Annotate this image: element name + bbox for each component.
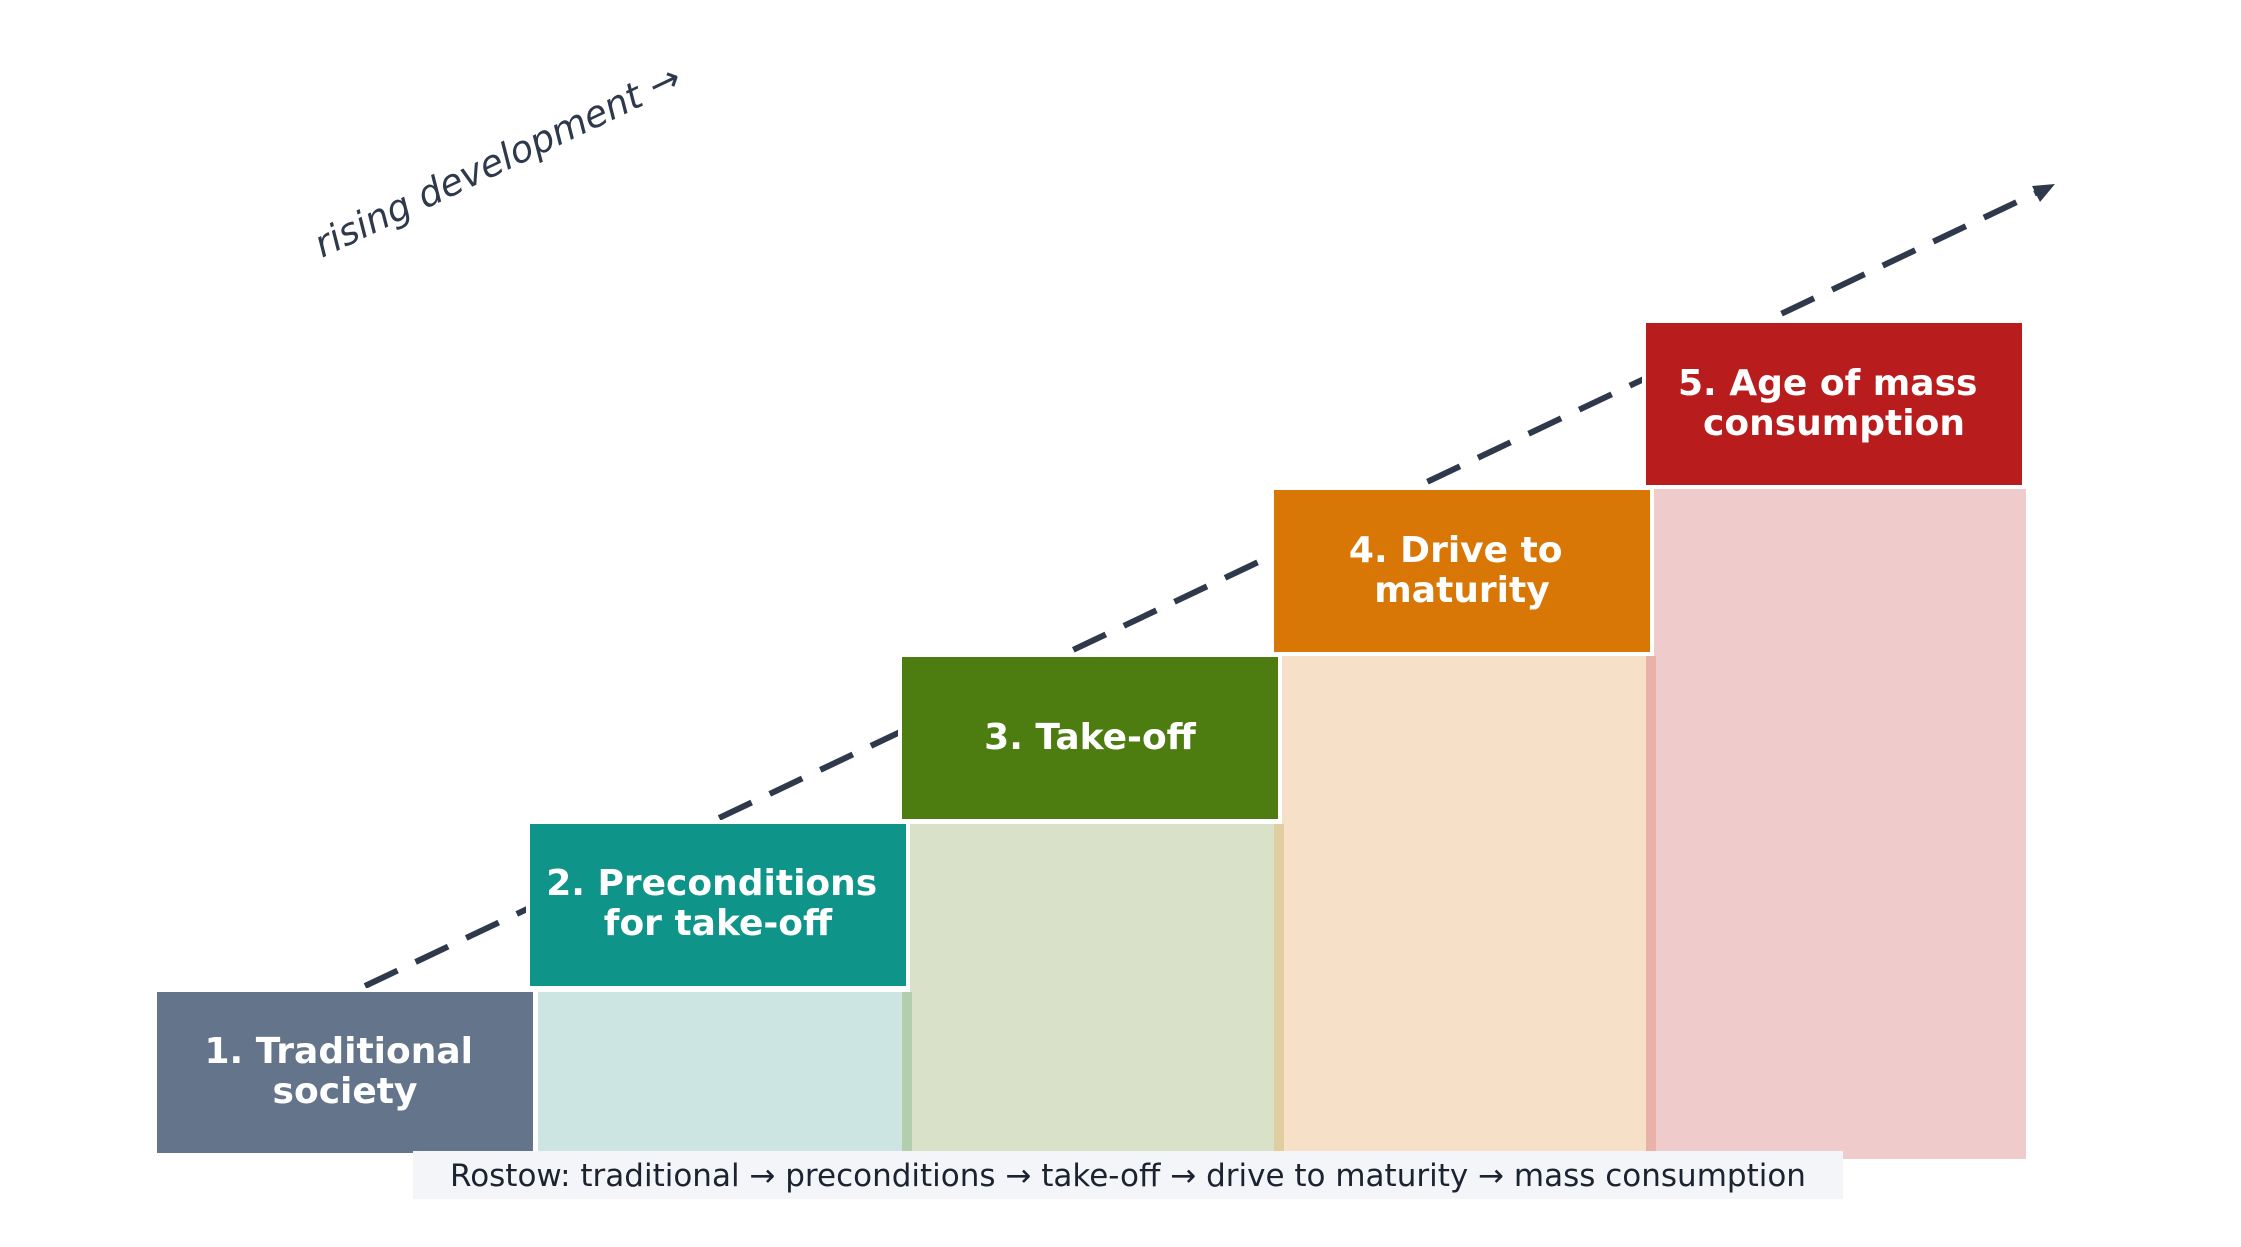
stage-4: 4. Drive to maturity bbox=[1270, 486, 1654, 656]
stage-4-line-1: 4. Drive to bbox=[1349, 530, 1563, 571]
footer-caption-background bbox=[413, 1151, 1843, 1199]
column-5 bbox=[1654, 488, 2026, 1159]
column-4 bbox=[1282, 656, 1654, 1159]
column-seam-4 bbox=[1274, 824, 1284, 1159]
footer-caption: Rostow: traditional → preconditions → ta… bbox=[450, 1158, 1806, 1194]
stage-3-label: 3. Take-off bbox=[984, 717, 1197, 758]
stage-1-box bbox=[153, 988, 537, 1157]
stage-boxes: 1. Traditional society 2. Preconditions … bbox=[153, 319, 2026, 1157]
column-seam-3 bbox=[902, 992, 912, 1159]
stage-1-label: 1. Traditional society bbox=[204, 1031, 485, 1112]
trend-label: rising development → bbox=[307, 55, 687, 266]
stage-1-line-2: society bbox=[273, 1071, 418, 1112]
stage-5-line-2: consumption bbox=[1703, 403, 1965, 444]
column-seam-5 bbox=[1646, 656, 1656, 1159]
stage-5: 5. Age of mass consumption bbox=[1642, 319, 2026, 489]
stage-1-line-1: 1. Traditional bbox=[204, 1031, 473, 1072]
stage-5-label: 5. Age of mass consumption bbox=[1678, 363, 1990, 444]
stage-1: 1. Traditional society bbox=[153, 988, 537, 1157]
stage-2-box bbox=[526, 820, 910, 990]
stage-5-line-1: 5. Age of mass bbox=[1678, 363, 1977, 404]
stage-2-line-2: for take-off bbox=[604, 903, 833, 944]
stage-columns bbox=[538, 488, 2026, 1159]
stage-3-line-1: 3. Take-off bbox=[984, 717, 1197, 758]
stage-4-line-2: maturity bbox=[1374, 570, 1549, 611]
stage-4-label: 4. Drive to maturity bbox=[1349, 530, 1575, 611]
footer-caption-box: Rostow: traditional → preconditions → ta… bbox=[413, 1151, 1843, 1199]
stage-2-line-1: 2. Preconditions bbox=[546, 863, 877, 904]
stage-5-box bbox=[1642, 319, 2026, 489]
stage-2: 2. Preconditions for take-off bbox=[526, 820, 910, 990]
stage-3: 3. Take-off bbox=[898, 653, 1282, 823]
arrow-head-icon bbox=[2032, 184, 2055, 202]
stage-2-label: 2. Preconditions for take-off bbox=[546, 863, 890, 944]
stage-3-box bbox=[898, 653, 1282, 823]
column-2 bbox=[538, 992, 910, 1159]
column-3 bbox=[910, 824, 1282, 1159]
stage-4-box bbox=[1270, 486, 1654, 656]
